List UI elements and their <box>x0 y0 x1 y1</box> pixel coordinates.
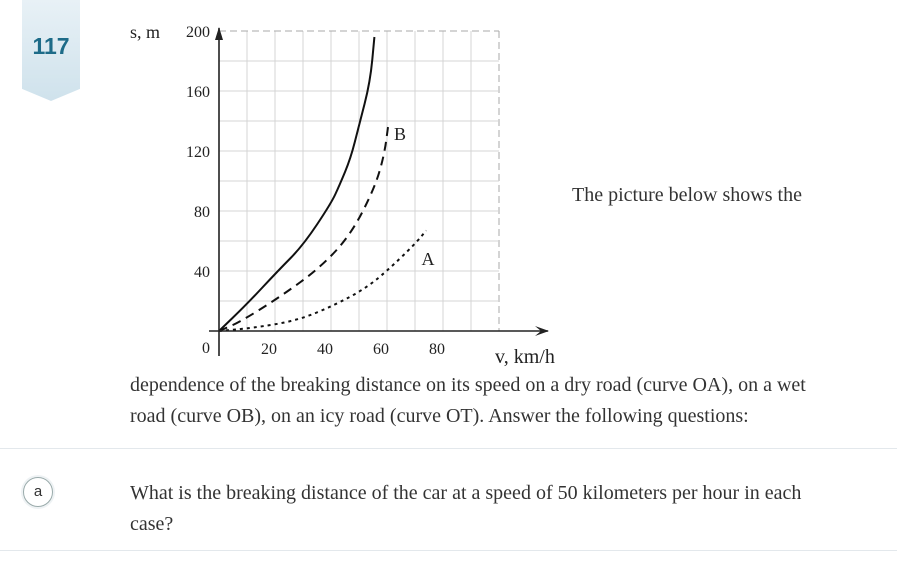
y-tick-label: 40 <box>194 264 210 281</box>
intro-text-right: The picture below shows the <box>572 184 802 206</box>
curve-dotted <box>218 229 427 332</box>
chart-axes <box>209 27 549 356</box>
chart-labels: 20 40 60 80 40 80 120 160 200 0 s, m v, km/h B A <box>130 22 555 368</box>
chart-grid <box>219 30 500 331</box>
question-text-line-1: What is the breaking distance of the car… <box>130 482 802 504</box>
x-tick-label: 60 <box>373 341 389 358</box>
x-tick-label: 20 <box>261 341 277 358</box>
y-tick-label: 160 <box>186 84 210 101</box>
curve-dashed <box>218 123 390 332</box>
x-tick-label: 40 <box>317 341 333 358</box>
question-text-line-2: case? <box>130 513 174 535</box>
y-tick-label: 120 <box>186 144 210 161</box>
intro-text-line-2: road (curve OB), on an icy road (curve O… <box>130 405 749 427</box>
intro-text-line-1: dependence of the breaking distance on i… <box>130 374 806 396</box>
curve-label-a: A <box>422 249 435 269</box>
divider <box>0 550 897 551</box>
problem-number-badge: 117 <box>22 0 80 101</box>
question-label-badge: a <box>23 477 53 507</box>
y-tick-label: 80 <box>194 204 210 221</box>
origin-label: 0 <box>202 340 210 357</box>
problem-number: 117 <box>32 33 70 59</box>
curve-solid <box>218 36 376 332</box>
x-tick-label: 80 <box>429 341 445 358</box>
y-axis-label: s, m <box>130 22 160 42</box>
y-tick-label: 200 <box>186 24 210 41</box>
x-axis-label: v, km/h <box>495 346 555 368</box>
divider <box>0 448 897 449</box>
chart-curves <box>218 36 427 332</box>
y-axis-arrow-icon <box>215 27 223 40</box>
curve-label-b: B <box>394 124 406 144</box>
x-axis-arrow-icon <box>535 326 549 336</box>
